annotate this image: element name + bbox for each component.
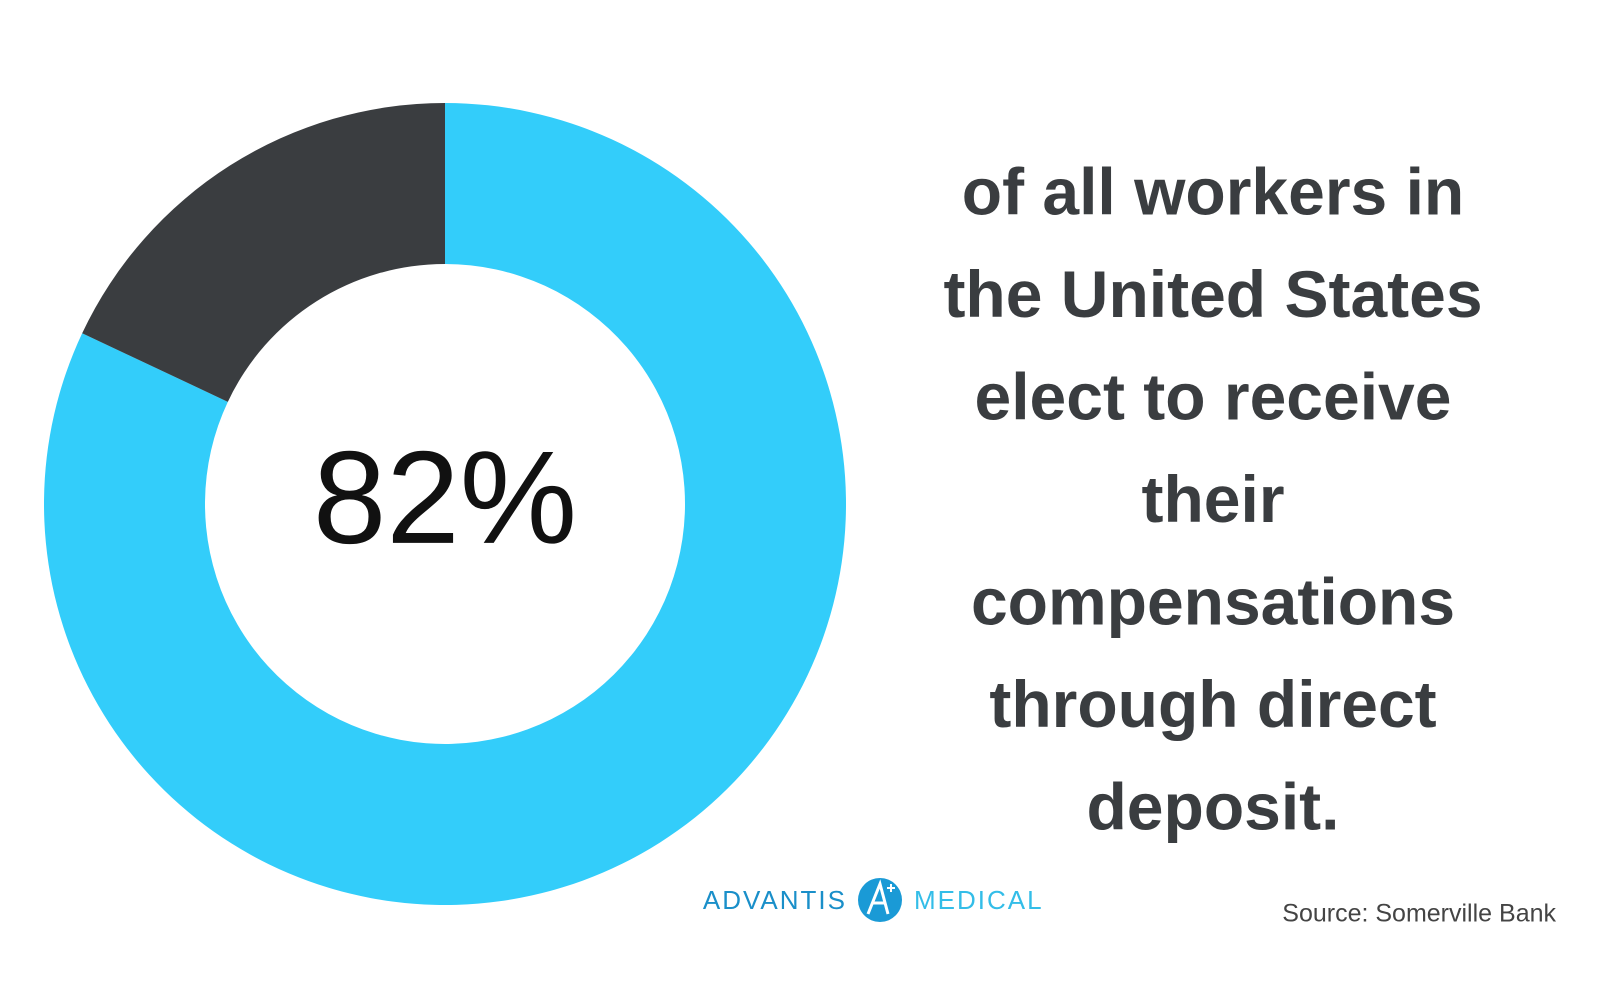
logo-right: MEDICAL xyxy=(914,885,1044,915)
logo-left: ADVANTIS xyxy=(703,885,847,915)
source: Source: Somerville Bank xyxy=(1282,900,1556,928)
description: of all workers in the United States elect … xyxy=(943,154,1482,843)
description-line: the United States xyxy=(943,257,1482,331)
description-line: their xyxy=(1141,462,1284,536)
donut: 82% xyxy=(43,103,847,905)
donut-segment xyxy=(43,103,847,905)
description-line: deposit. xyxy=(1086,769,1339,843)
description-line: of all workers in xyxy=(962,154,1464,228)
donut-segment xyxy=(82,103,445,402)
description-line: through direct xyxy=(989,667,1436,741)
center-label: 82% xyxy=(313,424,577,571)
description-line: elect to receive xyxy=(975,359,1452,433)
description-line: compensations xyxy=(971,564,1455,638)
logo: ADVANTIS MEDICAL xyxy=(703,878,1044,922)
logo-glyph xyxy=(866,879,890,915)
logo-spark xyxy=(887,884,895,892)
